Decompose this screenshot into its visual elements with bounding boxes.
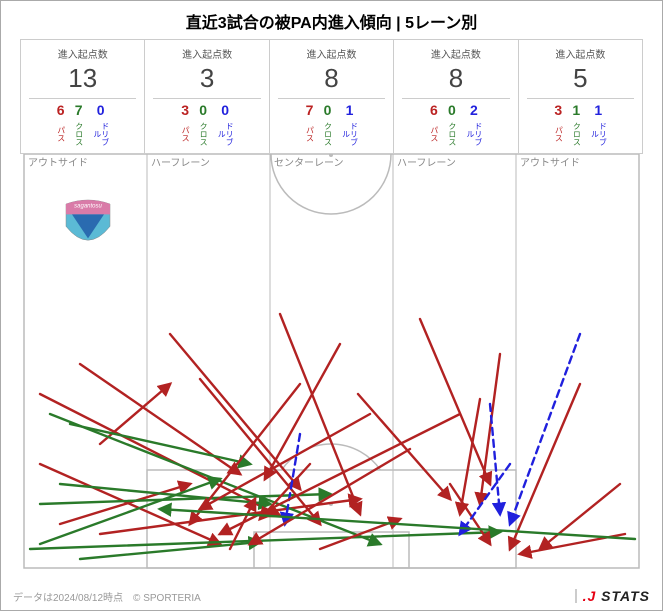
lane-triple: 3パス1クロス1ドリブル: [521, 103, 640, 149]
lane-label: 進入起点数: [521, 46, 640, 61]
brand-j: J: [588, 588, 597, 604]
lane-total: 8: [396, 63, 515, 94]
svg-text:アウトサイド: アウトサイド: [28, 157, 88, 169]
pitch-svg: アウトサイド ハーフレーン センターレーン ハーフレーン アウトサイド sagantosu: [20, 154, 643, 594]
lane-total: 13: [23, 63, 142, 94]
footer-text: データは2024/08/12時点 © SPORTERIA: [13, 589, 201, 604]
lane-triple: 6パス7クロス0ドリブル: [23, 103, 142, 149]
brand-logo: .J STATS: [575, 588, 650, 604]
lane-triple: 3パス0クロス0ドリブル: [147, 103, 266, 149]
svg-text:ハーフレーン: ハーフレーン: [397, 158, 456, 169]
svg-text:センターレーン: センターレーン: [274, 157, 344, 169]
lane-total: 3: [147, 63, 266, 94]
svg-text:sagantosu: sagantosu: [74, 204, 102, 210]
svg-text:ハーフレーン: ハーフレーン: [151, 158, 210, 169]
lane-2: 進入起点数 8 7パス0クロス1ドリブル: [270, 39, 394, 154]
lane-stats-row: 進入起点数136パス7クロス0ドリブル進入起点数33パス0クロス0ドリブル進入起…: [20, 39, 643, 154]
footer: データは2024/08/12時点 © SPORTERIA .J STATS: [1, 588, 662, 604]
brand-divider: [575, 589, 577, 603]
brand-rest: STATS: [596, 588, 650, 604]
lane-label: 進入起点数: [23, 46, 142, 61]
lane-4: 進入起点数 5 3パス1クロス1ドリブル: [519, 39, 643, 154]
lane-label: 進入起点数: [396, 46, 515, 61]
lane-total: 8: [272, 63, 391, 94]
chart-title: 直近3試合の被PA内進入傾向 | 5レーン別: [1, 1, 662, 39]
lane-label: 進入起点数: [147, 46, 266, 61]
lane-0: 進入起点数 13 6パス7クロス0ドリブル: [20, 39, 145, 154]
lane-triple: 6パス0クロス2ドリブル: [396, 103, 515, 149]
svg-text:アウトサイド: アウトサイド: [520, 157, 580, 169]
chart-container: 直近3試合の被PA内進入傾向 | 5レーン別 進入起点数 13 6パス7クロス0ドリ…: [0, 0, 663, 611]
lane-3: 進入起点数 8 6パス0クロス2ドリブル: [394, 39, 518, 154]
lane-label: 進入起点数: [272, 46, 391, 61]
pitch-area: アウトサイド ハーフレーン センターレーン ハーフレーン アウトサイド sagantosu: [20, 154, 643, 594]
lane-triple: 7パス0クロス1ドリブル: [272, 103, 391, 149]
lane-1: 進入起点数 3 3パス0クロス0ドリブル: [145, 39, 269, 154]
lane-total: 5: [521, 63, 640, 94]
